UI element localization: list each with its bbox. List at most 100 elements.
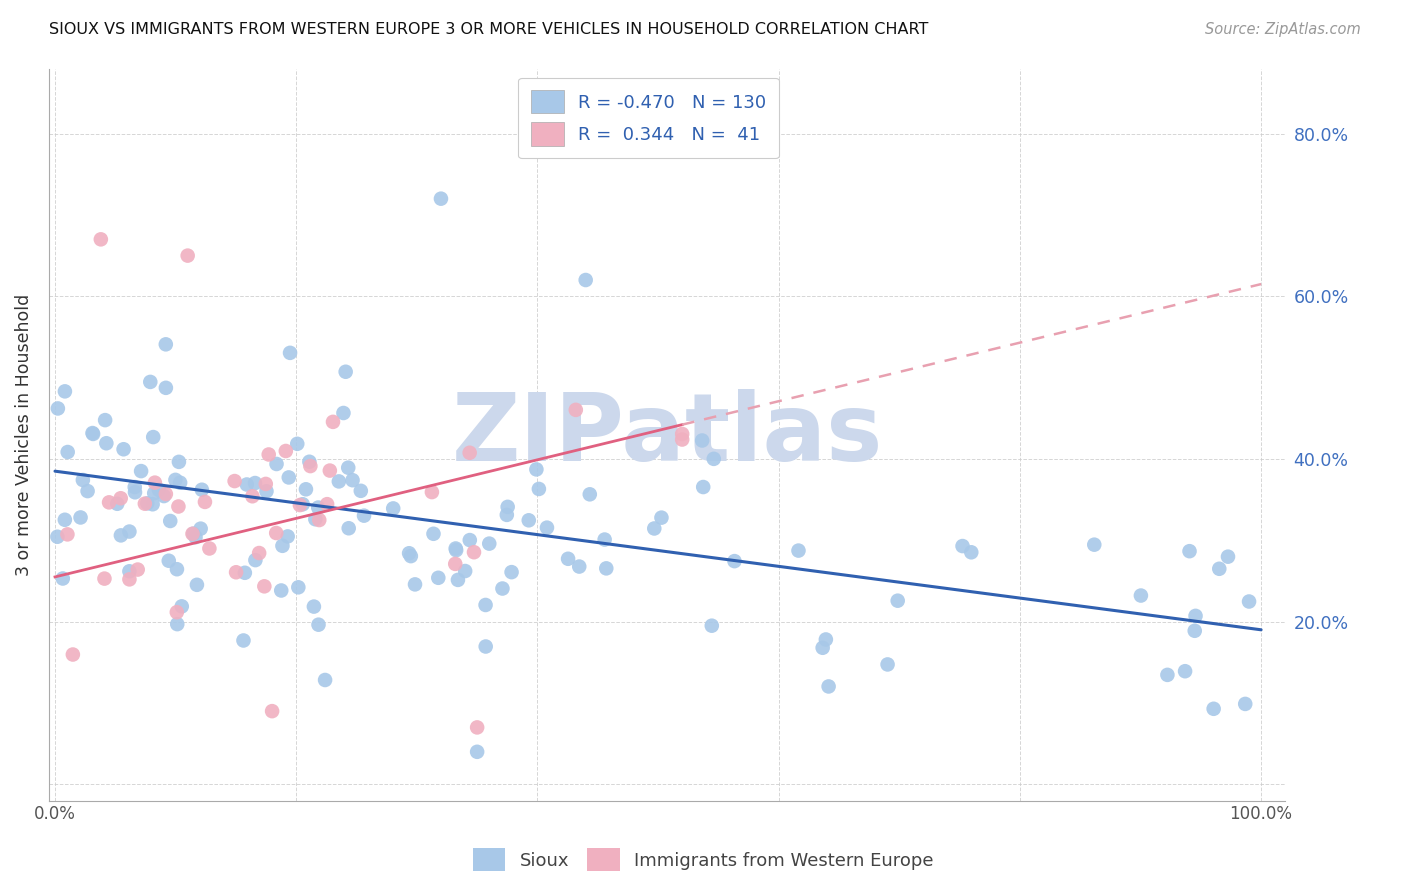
Point <box>501 565 523 579</box>
Text: ZIPatlas: ZIPatlas <box>451 389 883 481</box>
Point <box>167 455 190 469</box>
Point <box>398 546 420 560</box>
Point <box>253 579 276 593</box>
Point <box>96 436 118 450</box>
Point <box>181 526 204 541</box>
Point <box>299 459 322 474</box>
Point <box>155 381 177 395</box>
Point <box>136 496 159 510</box>
Point <box>447 573 470 587</box>
Point <box>314 673 336 687</box>
Point <box>148 483 170 497</box>
Point <box>307 500 329 515</box>
Point <box>814 632 837 647</box>
Point <box>304 512 326 526</box>
Point <box>127 563 149 577</box>
Point <box>184 530 207 544</box>
Point <box>876 657 898 672</box>
Y-axis label: 3 or more Vehicles in Household: 3 or more Vehicles in Household <box>15 293 32 575</box>
Point <box>256 484 278 499</box>
Point <box>1184 624 1206 638</box>
Point <box>143 486 166 500</box>
Point <box>593 533 616 547</box>
Point <box>444 543 467 558</box>
Point <box>1184 608 1206 623</box>
Point <box>257 448 280 462</box>
Point <box>335 365 357 379</box>
Point <box>575 273 598 287</box>
Point <box>247 546 270 560</box>
Point <box>287 580 309 594</box>
Point <box>308 513 330 527</box>
Point <box>233 566 256 580</box>
Point <box>886 593 908 607</box>
Point <box>224 474 246 488</box>
Point <box>316 497 339 511</box>
Point <box>274 444 297 458</box>
Point <box>495 508 517 522</box>
Point <box>176 249 198 263</box>
Point <box>288 498 311 512</box>
Point <box>454 564 477 578</box>
Point <box>478 536 501 550</box>
Point <box>817 680 839 694</box>
Point <box>1216 549 1239 564</box>
Point <box>194 495 217 509</box>
Point <box>98 495 121 509</box>
Point <box>46 530 69 544</box>
Point <box>186 578 208 592</box>
Point <box>53 384 76 399</box>
Point <box>90 232 112 246</box>
Point <box>342 473 364 487</box>
Point <box>165 473 187 487</box>
Point <box>491 582 513 596</box>
Point <box>295 483 318 497</box>
Point <box>266 457 288 471</box>
Point <box>322 415 344 429</box>
Point <box>236 477 259 491</box>
Point <box>262 704 284 718</box>
Point <box>1208 562 1230 576</box>
Point <box>465 745 488 759</box>
Point <box>82 426 104 441</box>
Point <box>474 640 496 654</box>
Point <box>170 599 193 614</box>
Point <box>291 497 314 511</box>
Point <box>134 497 156 511</box>
Point <box>298 455 321 469</box>
Point <box>308 617 330 632</box>
Point <box>1129 589 1152 603</box>
Point <box>82 425 104 440</box>
Point <box>191 483 214 497</box>
Point <box>1202 702 1225 716</box>
Point <box>536 521 558 535</box>
Point <box>225 566 247 580</box>
Point <box>198 541 221 556</box>
Point <box>422 526 444 541</box>
Point <box>110 528 132 542</box>
Point <box>350 483 373 498</box>
Point <box>671 433 693 447</box>
Point <box>243 476 266 491</box>
Point <box>430 192 453 206</box>
Point <box>595 561 617 575</box>
Point <box>332 406 354 420</box>
Legend: Sioux, Immigrants from Western Europe: Sioux, Immigrants from Western Europe <box>465 841 941 879</box>
Point <box>277 470 299 484</box>
Point <box>270 583 292 598</box>
Point <box>952 539 974 553</box>
Point <box>118 524 141 539</box>
Point <box>94 413 117 427</box>
Point <box>527 482 550 496</box>
Point <box>399 549 422 563</box>
Point <box>1156 668 1178 682</box>
Point <box>142 430 165 444</box>
Point <box>474 598 496 612</box>
Point <box>52 572 75 586</box>
Point <box>444 541 467 556</box>
Point <box>278 346 301 360</box>
Point <box>643 521 665 535</box>
Point <box>124 485 146 500</box>
Point <box>1178 544 1201 558</box>
Point <box>285 437 308 451</box>
